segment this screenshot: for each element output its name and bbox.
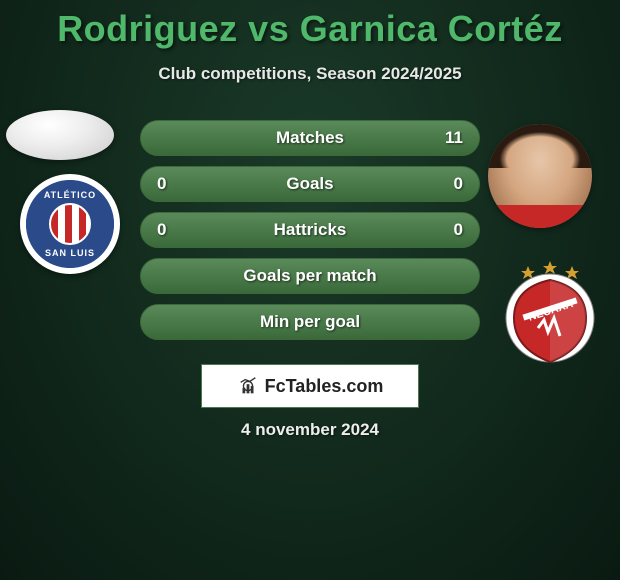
stat-right-value: 11: [413, 128, 463, 148]
stat-label: Hattricks: [207, 220, 413, 240]
player-right-avatar: [488, 124, 592, 228]
infographic-container: Rodriguez vs Garnica Cortéz Club competi…: [0, 0, 620, 580]
date-label: 4 november 2024: [0, 420, 620, 440]
stat-row: Goals per match: [140, 258, 480, 294]
stat-row: 0Hattricks0: [140, 212, 480, 248]
club-left-name-bottom: SAN LUIS: [26, 248, 114, 258]
stat-label: Matches: [207, 128, 413, 148]
chart-icon: [237, 375, 259, 397]
stat-row: Min per goal: [140, 304, 480, 340]
stat-left-value: 0: [157, 220, 207, 240]
subtitle: Club competitions, Season 2024/2025: [0, 64, 620, 84]
club-right-badge: NECAXA: [498, 258, 602, 368]
club-left-name-top: ATLÉTICO: [26, 190, 114, 200]
fctables-watermark: FcTables.com: [201, 364, 419, 408]
club-left-stripes-icon: [49, 203, 91, 245]
face-placeholder: [488, 124, 592, 228]
stat-left-value: 0: [157, 174, 207, 194]
stat-row: 0Goals0: [140, 166, 480, 202]
stat-row: Matches11: [140, 120, 480, 156]
page-title: Rodriguez vs Garnica Cortéz: [0, 0, 620, 50]
fctables-label: FcTables.com: [265, 376, 384, 397]
stat-label: Goals: [207, 174, 413, 194]
stat-right-value: 0: [413, 174, 463, 194]
player-left-avatar: [6, 110, 114, 160]
stats-table: Matches110Goals00Hattricks0Goals per mat…: [140, 120, 480, 350]
stat-label: Min per goal: [207, 312, 413, 332]
stat-label: Goals per match: [207, 266, 413, 286]
stat-right-value: 0: [413, 220, 463, 240]
club-left-badge: ATLÉTICO SAN LUIS: [20, 174, 120, 274]
